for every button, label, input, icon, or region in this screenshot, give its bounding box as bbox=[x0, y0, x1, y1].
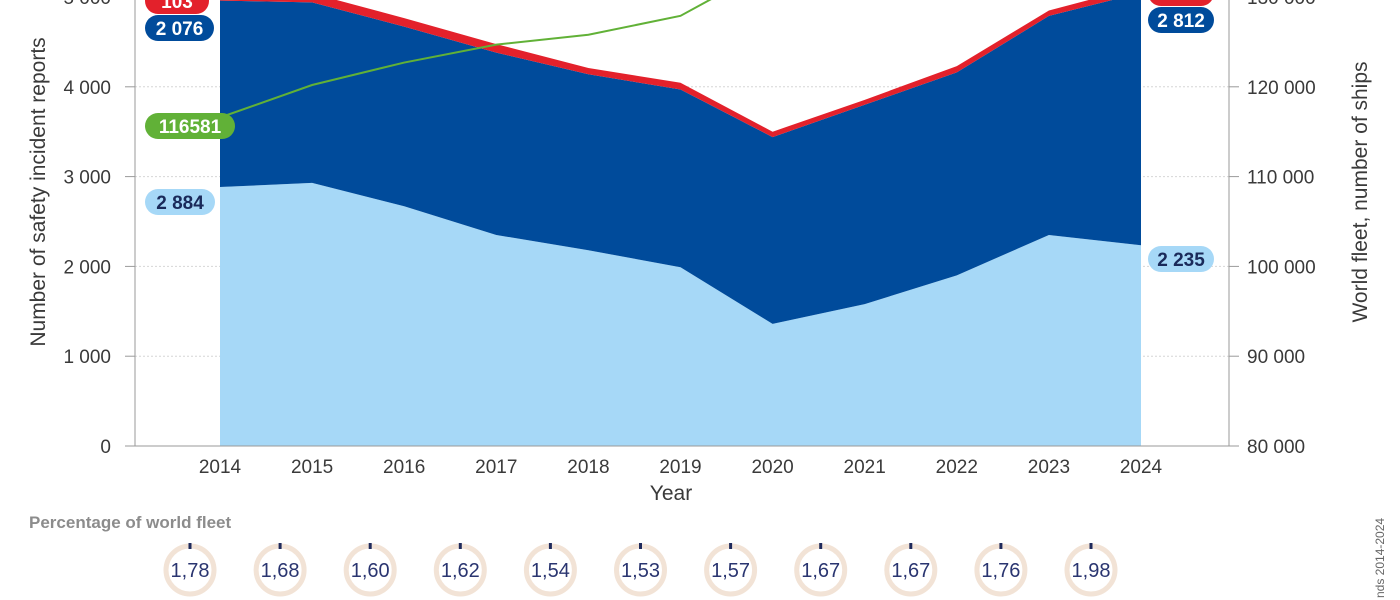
percentage-ring: 1,68 bbox=[253, 543, 307, 597]
label-lightblue-end: 2 235 bbox=[1148, 246, 1214, 272]
label-red-start: 103 bbox=[145, 0, 209, 14]
fleet-line-layer bbox=[219, 0, 712, 119]
x-tick-label: 2014 bbox=[199, 457, 242, 478]
percentage-value: 1,54 bbox=[531, 560, 570, 582]
series-value-labels: 103 2 076 116581 2 884 2 812 2 235 bbox=[145, 0, 1214, 272]
percentage-ring: 1,60 bbox=[343, 543, 397, 597]
label-lightblue-start: 2 884 bbox=[145, 189, 215, 215]
percentage-value: 1,98 bbox=[1072, 560, 1111, 582]
y-right-tick-label: 100 000 bbox=[1247, 257, 1316, 278]
y-left-tick-label: 2 000 bbox=[63, 257, 111, 278]
y-right-tick-label: 90 000 bbox=[1247, 347, 1305, 368]
percentage-rings: 1,78 1,68 1,60 1,62 1,54 1,53 1,57 1,67 1,67 1,76… bbox=[163, 543, 1118, 597]
svg-text:116581: 116581 bbox=[159, 117, 222, 138]
axes bbox=[125, 0, 1239, 447]
percentage-ring: 1,76 bbox=[974, 543, 1028, 597]
y-left-tick-label: 5 000 bbox=[63, 0, 111, 9]
x-tick-label: 2019 bbox=[659, 457, 701, 478]
svg-text:103: 103 bbox=[161, 0, 193, 13]
stack-area-3 bbox=[220, 0, 1113, 138]
x-tick-label: 2018 bbox=[567, 457, 609, 478]
x-tick-label: 2016 bbox=[383, 457, 425, 478]
svg-text:2 235: 2 235 bbox=[1157, 250, 1205, 271]
percentage-value: 1,68 bbox=[261, 560, 300, 582]
percentage-ring: 1,67 bbox=[884, 543, 938, 597]
stack-area-1 bbox=[220, 182, 1141, 446]
stacked-areas bbox=[220, 0, 1141, 446]
y-right-tick-label: 130 000 bbox=[1247, 0, 1316, 9]
percentage-ring: 1,62 bbox=[433, 543, 487, 597]
percentage-ring: 1,53 bbox=[614, 543, 667, 597]
x-tick-label: 2023 bbox=[1028, 457, 1070, 478]
y-axis-right-title: World fleet, number of ships bbox=[1349, 61, 1372, 322]
percentage-value: 1,53 bbox=[621, 560, 660, 582]
percentage-title: Percentage of world fleet bbox=[29, 513, 231, 532]
percentage-value: 1,62 bbox=[441, 560, 480, 582]
percentage-value: 1,67 bbox=[891, 560, 930, 582]
x-tick-label: 2015 bbox=[291, 457, 333, 478]
y-left-tick-label: 3 000 bbox=[63, 168, 111, 189]
x-tick-label: 2024 bbox=[1120, 457, 1163, 478]
label-green-start: 116581 bbox=[145, 113, 235, 139]
x-axis-title: Year bbox=[650, 482, 692, 505]
percentage-value: 1,76 bbox=[981, 560, 1020, 582]
tick-labels: 0 1 000 2 000 3 000 4 000 5 000 80 000 90 000 10… bbox=[63, 0, 1315, 478]
svg-text:2 884: 2 884 bbox=[156, 193, 204, 214]
percentage-ring: 1,78 bbox=[163, 543, 217, 597]
percentage-ring: 1,98 bbox=[1064, 543, 1118, 597]
y-left-tick-label: 1 000 bbox=[63, 347, 111, 368]
y-left-tick-label: 0 bbox=[100, 437, 111, 458]
svg-text:2 812: 2 812 bbox=[1157, 11, 1205, 32]
y-right-tick-label: 120 000 bbox=[1247, 78, 1316, 99]
percentage-value: 1,57 bbox=[711, 560, 750, 582]
y-right-tick-label: 110 000 bbox=[1247, 168, 1314, 189]
y-left-tick-label: 4 000 bbox=[63, 78, 111, 99]
side-note: nds 2014-2024 bbox=[1373, 518, 1387, 598]
y-axis-left-title: Number of safety incident reports bbox=[27, 37, 50, 346]
percentage-ring: 1,67 bbox=[794, 543, 848, 597]
percentage-ring: 1,54 bbox=[523, 543, 577, 597]
y-right-tick-label: 80 000 bbox=[1247, 437, 1305, 458]
x-tick-label: 2021 bbox=[844, 457, 886, 478]
label-darkblue-start: 2 076 bbox=[145, 15, 214, 41]
x-tick-label: 2022 bbox=[936, 457, 978, 478]
x-tick-label: 2017 bbox=[475, 457, 517, 478]
percentage-value: 1,67 bbox=[801, 560, 840, 582]
percentage-ring: 1,57 bbox=[704, 543, 758, 597]
percentage-value: 1,78 bbox=[171, 560, 210, 582]
stack-area-2 bbox=[220, 0, 1141, 324]
x-tick-label: 2020 bbox=[751, 457, 793, 478]
label-darkblue-end: 2 812 bbox=[1148, 7, 1214, 33]
fleet-line bbox=[219, 0, 712, 119]
percentage-value: 1,60 bbox=[351, 560, 390, 582]
svg-text:2 076: 2 076 bbox=[156, 19, 204, 40]
label-red-end bbox=[1150, 0, 1212, 6]
